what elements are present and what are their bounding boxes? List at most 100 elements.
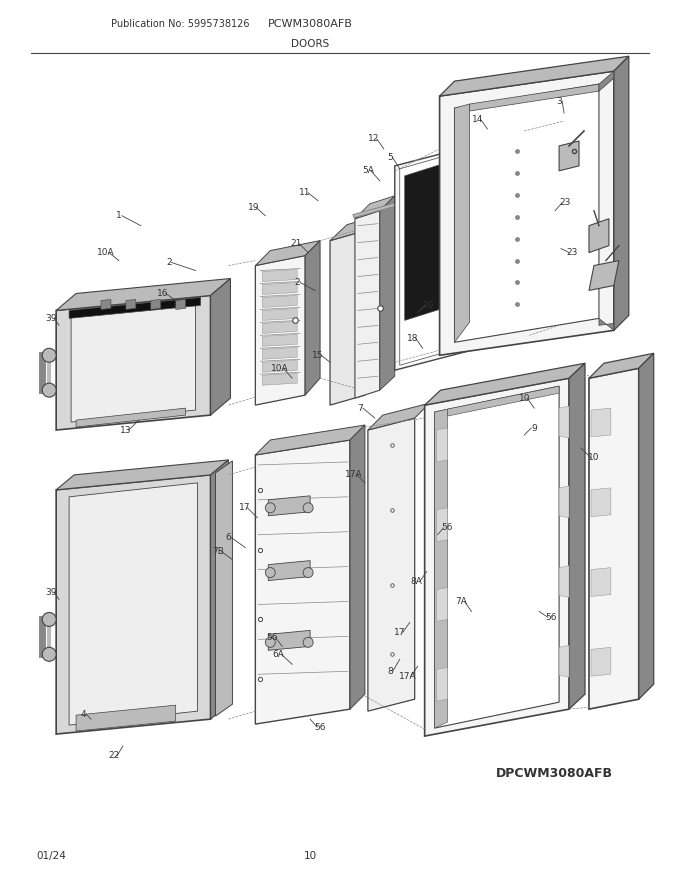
Polygon shape — [614, 56, 629, 330]
Circle shape — [265, 502, 275, 513]
Text: DOORS: DOORS — [291, 40, 329, 49]
Polygon shape — [469, 84, 599, 111]
Polygon shape — [350, 425, 365, 709]
Polygon shape — [126, 299, 136, 310]
Polygon shape — [262, 282, 297, 295]
Text: 18: 18 — [407, 334, 418, 343]
Polygon shape — [262, 308, 297, 320]
Text: PCWM3080AFB: PCWM3080AFB — [268, 19, 352, 29]
Text: 10A: 10A — [97, 248, 115, 257]
Polygon shape — [262, 269, 297, 282]
Polygon shape — [437, 667, 447, 701]
Polygon shape — [437, 588, 447, 621]
Polygon shape — [599, 71, 614, 92]
Polygon shape — [56, 460, 228, 490]
Polygon shape — [559, 406, 569, 438]
Circle shape — [303, 637, 313, 648]
Polygon shape — [435, 409, 447, 728]
Text: 10: 10 — [588, 453, 600, 463]
Polygon shape — [639, 353, 653, 700]
Polygon shape — [385, 296, 405, 320]
Text: 39: 39 — [46, 588, 57, 597]
Circle shape — [42, 383, 56, 397]
Polygon shape — [69, 297, 201, 319]
Polygon shape — [330, 231, 365, 405]
Text: 19: 19 — [248, 203, 259, 212]
Text: 8: 8 — [387, 667, 392, 676]
Polygon shape — [256, 425, 365, 455]
Text: 6A: 6A — [272, 649, 284, 659]
Polygon shape — [262, 334, 297, 347]
Polygon shape — [269, 495, 310, 516]
Polygon shape — [400, 139, 505, 365]
Polygon shape — [262, 348, 297, 359]
Polygon shape — [559, 141, 579, 171]
Text: 8A: 8A — [411, 577, 423, 586]
Polygon shape — [269, 630, 310, 650]
Polygon shape — [589, 353, 653, 378]
Text: Publication No: 5995738126: Publication No: 5995738126 — [111, 19, 250, 29]
Polygon shape — [71, 303, 196, 422]
Polygon shape — [211, 460, 228, 719]
Circle shape — [265, 568, 275, 577]
Text: 56: 56 — [314, 722, 326, 731]
Polygon shape — [591, 408, 611, 437]
Circle shape — [303, 568, 313, 577]
Polygon shape — [211, 278, 231, 415]
Text: 12: 12 — [368, 135, 379, 143]
Text: 21: 21 — [290, 239, 302, 248]
Text: 6: 6 — [226, 533, 231, 542]
Polygon shape — [437, 508, 447, 542]
Polygon shape — [151, 299, 160, 310]
Text: 22: 22 — [108, 752, 120, 760]
Polygon shape — [216, 461, 233, 716]
Circle shape — [303, 502, 313, 513]
Text: 17: 17 — [394, 628, 405, 637]
Polygon shape — [591, 568, 611, 597]
Text: 10A: 10A — [271, 363, 289, 373]
Polygon shape — [368, 403, 430, 430]
Polygon shape — [589, 219, 609, 253]
Polygon shape — [435, 386, 559, 728]
Text: 11: 11 — [299, 188, 311, 197]
Polygon shape — [559, 645, 569, 678]
Text: 7A: 7A — [456, 597, 467, 606]
Polygon shape — [424, 378, 569, 736]
Polygon shape — [256, 440, 350, 724]
Polygon shape — [591, 488, 611, 517]
Polygon shape — [439, 71, 614, 356]
Polygon shape — [424, 363, 585, 405]
Polygon shape — [439, 56, 629, 96]
Polygon shape — [405, 146, 499, 320]
Polygon shape — [330, 215, 382, 240]
Polygon shape — [447, 386, 559, 416]
Text: 1: 1 — [116, 211, 122, 220]
Polygon shape — [589, 368, 639, 709]
Polygon shape — [56, 296, 211, 430]
Polygon shape — [262, 321, 297, 334]
Text: 39: 39 — [46, 314, 57, 323]
Text: 15: 15 — [312, 351, 324, 360]
Text: 7B: 7B — [213, 547, 224, 556]
Text: 23: 23 — [566, 248, 578, 257]
Polygon shape — [355, 210, 380, 398]
Polygon shape — [269, 561, 310, 581]
Text: 20: 20 — [422, 301, 433, 310]
Text: 13: 13 — [120, 426, 132, 435]
Polygon shape — [256, 255, 305, 405]
Text: 56: 56 — [441, 524, 452, 532]
Text: 5A: 5A — [362, 166, 374, 175]
Polygon shape — [56, 475, 211, 734]
Text: 56: 56 — [267, 633, 278, 642]
Polygon shape — [454, 84, 599, 342]
Text: 17: 17 — [239, 503, 250, 512]
Text: 14: 14 — [472, 114, 483, 123]
Text: 5: 5 — [387, 153, 392, 163]
Polygon shape — [262, 296, 297, 307]
Polygon shape — [305, 240, 320, 395]
Polygon shape — [76, 705, 175, 731]
Polygon shape — [559, 566, 569, 598]
Polygon shape — [591, 648, 611, 676]
Polygon shape — [355, 195, 395, 219]
Text: 4: 4 — [80, 709, 86, 719]
